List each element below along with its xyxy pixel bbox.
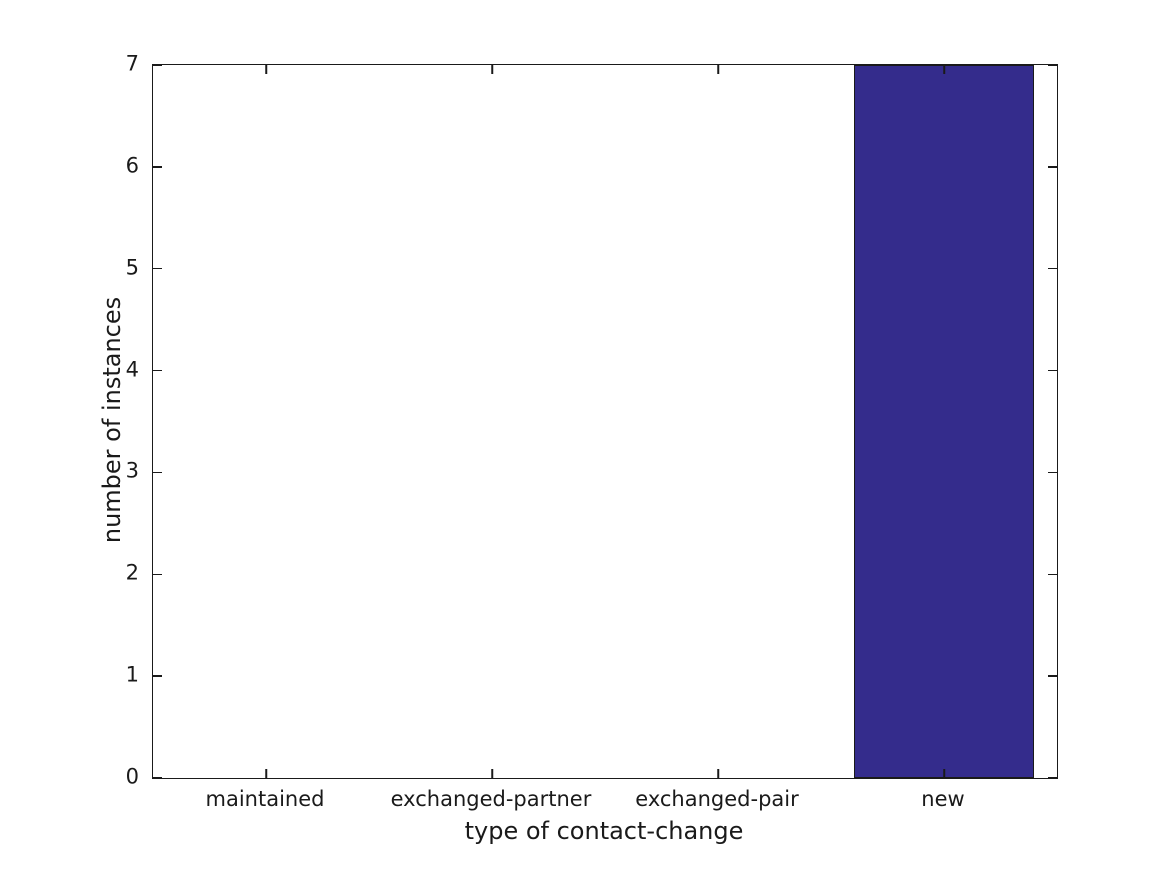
y-tick-label-7: 7 — [125, 51, 139, 76]
x-tick-label-maintained: maintained — [205, 787, 325, 811]
y-tick-mark — [1048, 369, 1057, 372]
y-tick-mark — [153, 675, 162, 677]
y-tick-mark — [153, 573, 162, 576]
x-tick-mark — [265, 65, 267, 74]
y-tick-label-0: 0 — [125, 764, 139, 789]
x-axis-label: type of contact-change — [464, 817, 744, 845]
y-tick-mark — [1048, 166, 1057, 168]
x-tick-mark — [491, 65, 493, 74]
x-tick-mark — [943, 769, 945, 778]
x-tick-labels: maintained exchanged-partner exchanged-pai… — [152, 787, 1056, 816]
y-tick-label-3: 3 — [125, 458, 139, 483]
y-tick-mark — [1048, 573, 1057, 576]
y-tick-mark — [1048, 64, 1057, 66]
plot-area — [152, 64, 1058, 779]
x-tick-label-exchanged-pair: exchanged-pair — [635, 787, 799, 811]
y-tick-mark — [153, 166, 162, 168]
y-tick-mark — [1048, 675, 1057, 677]
y-tick-label-4: 4 — [125, 357, 139, 382]
bar-new — [853, 65, 1035, 778]
x-tick-mark — [717, 769, 719, 778]
x-tick-mark — [491, 769, 493, 778]
y-tick-label-5: 5 — [125, 255, 139, 280]
y-tick-mark — [1048, 777, 1057, 779]
y-tick-label-2: 2 — [125, 560, 139, 585]
y-tick-mark — [153, 267, 162, 270]
y-tick-mark — [1048, 267, 1057, 270]
y-tick-mark — [153, 471, 162, 474]
x-tick-label-exchanged-partner: exchanged-partner — [390, 787, 592, 811]
y-tick-mark — [153, 777, 162, 779]
y-tick-mark — [1048, 471, 1057, 474]
x-tick-label-new: new — [921, 787, 965, 811]
x-tick-mark — [943, 65, 945, 74]
y-tick-mark — [153, 64, 162, 66]
y-tick-labels: 0 1 2 3 4 5 6 7 — [0, 53, 139, 787]
y-tick-mark — [153, 369, 162, 372]
y-tick-label-6: 6 — [125, 153, 139, 178]
y-tick-label-1: 1 — [125, 662, 139, 687]
x-tick-mark — [717, 65, 719, 74]
x-tick-mark — [265, 769, 267, 778]
